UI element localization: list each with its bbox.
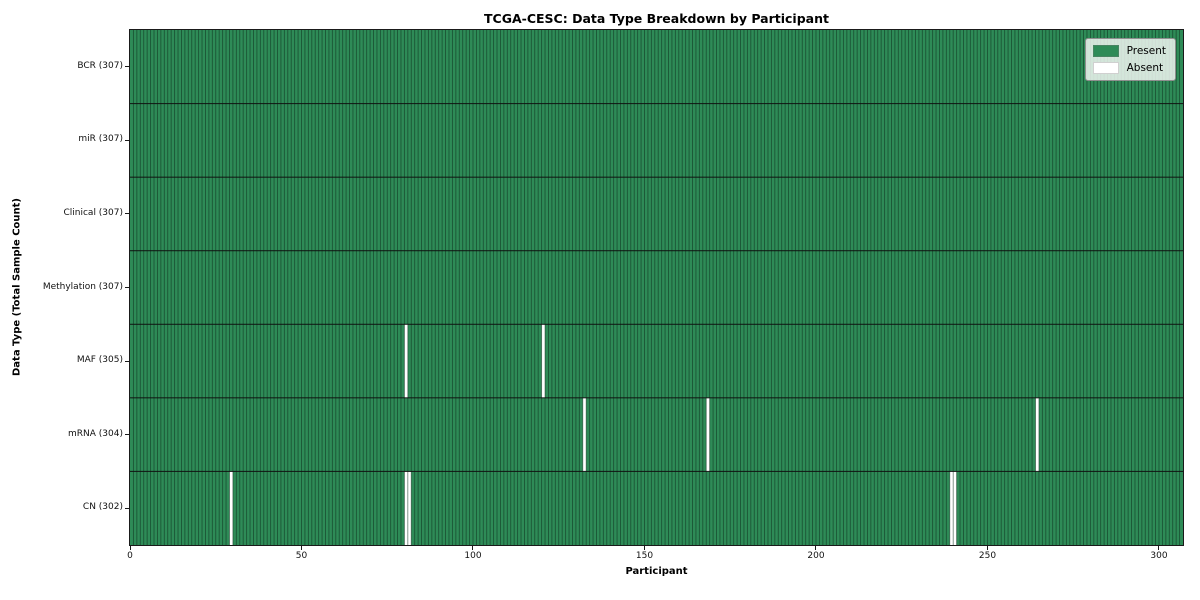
present-swatch xyxy=(1092,45,1119,57)
plot-area: Present Absent xyxy=(129,29,1184,546)
x-axis-title: Participant xyxy=(625,566,688,577)
x-tick-label: 200 xyxy=(807,551,825,561)
x-tick-mark xyxy=(300,546,302,550)
y-tick-label: MAF (305) xyxy=(76,355,123,366)
x-tick-label: 150 xyxy=(635,551,654,561)
x-tick-mark xyxy=(472,546,474,550)
y-tick-label: BCR (307) xyxy=(77,60,123,71)
absent-cell xyxy=(949,471,954,545)
y-tick-label: Clinical (307) xyxy=(63,207,123,218)
y-tick-label: CN (302) xyxy=(82,502,123,513)
x-tick-mark xyxy=(129,546,131,550)
y-tick-mark xyxy=(125,287,129,288)
x-tick-mark xyxy=(815,546,817,550)
chart-title: TCGA-CESC: Data Type Breakdown by Partic… xyxy=(484,11,829,26)
heatmap-canvas xyxy=(130,30,1183,545)
x-tick-mark xyxy=(643,546,645,550)
y-tick-mark xyxy=(125,434,129,436)
x-tick-mark xyxy=(986,546,988,550)
y-tick-mark xyxy=(125,507,129,509)
absent-cell xyxy=(706,397,710,472)
x-tick-label: 250 xyxy=(978,551,997,561)
absent-cell xyxy=(229,471,233,545)
absent-cell xyxy=(407,471,412,545)
y-tick-mark xyxy=(125,66,129,68)
absent-swatch xyxy=(1092,62,1119,74)
legend-item-absent: Absent xyxy=(1092,62,1166,74)
x-tick-label: 0 xyxy=(127,551,133,561)
absent-cell xyxy=(1035,397,1039,472)
absent-cell xyxy=(541,324,546,398)
legend-label-absent: Absent xyxy=(1126,62,1164,74)
x-tick-label: 100 xyxy=(464,551,482,561)
y-tick-label: Methylation (307) xyxy=(42,281,123,292)
y-tick-mark xyxy=(125,213,129,215)
absent-cell xyxy=(953,471,957,545)
absent-cell xyxy=(582,397,587,472)
x-tick-label: 300 xyxy=(1150,551,1168,561)
legend-label-present: Present xyxy=(1126,45,1166,57)
legend-item-present: Present xyxy=(1092,45,1166,57)
y-tick-label: miR (307) xyxy=(78,134,123,145)
y-tick-mark xyxy=(125,360,129,362)
absent-cell xyxy=(404,471,408,545)
y-tick-mark xyxy=(125,139,129,141)
x-tick-mark xyxy=(1158,546,1160,550)
legend: Present Absent xyxy=(1084,38,1176,81)
absent-cell xyxy=(404,324,408,398)
x-tick-label: 50 xyxy=(295,551,308,561)
y-tick-label: mRNA (304) xyxy=(68,428,123,439)
